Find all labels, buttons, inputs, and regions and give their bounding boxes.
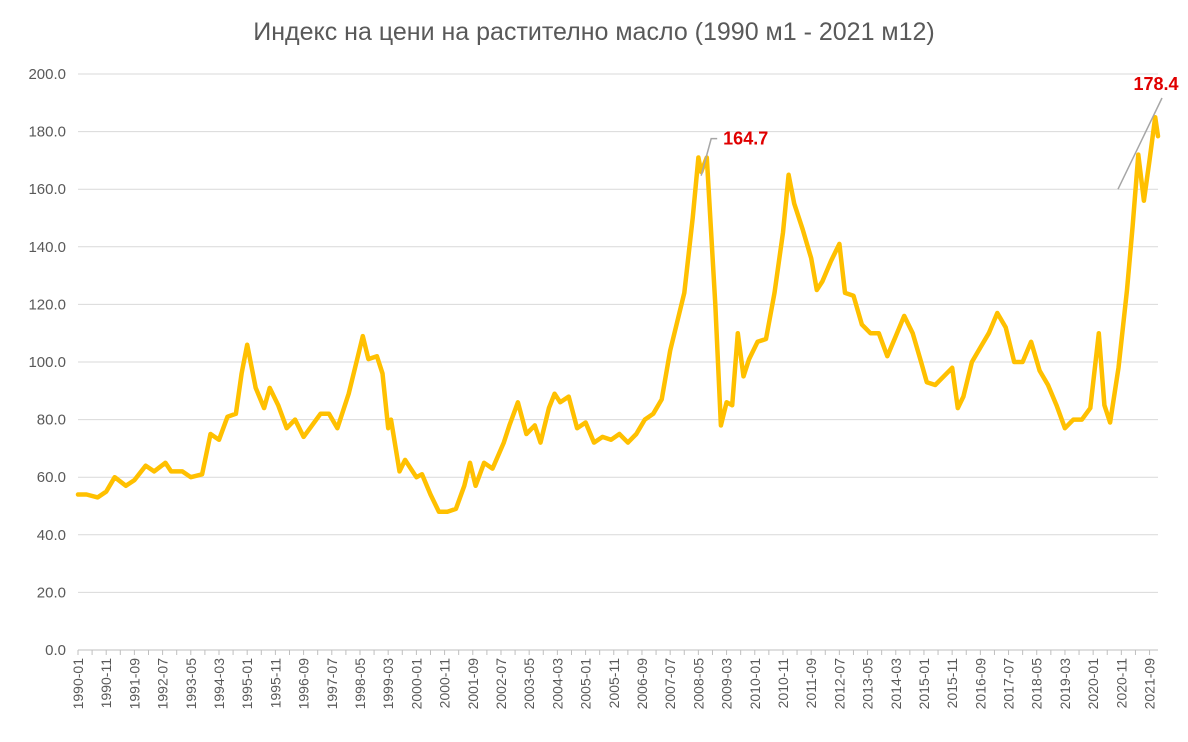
x-tick-label: 1993-05 bbox=[183, 658, 199, 710]
x-tick-label: 2015-11 bbox=[944, 658, 960, 709]
x-tick-label: 1995-01 bbox=[239, 658, 255, 710]
x-tick-label: 2018-05 bbox=[1029, 658, 1045, 710]
chart-title: Индекс на цени на растително масло (1990… bbox=[253, 18, 935, 46]
x-tick-label: 1997-07 bbox=[324, 658, 340, 710]
x-tick-label: 2020-11 bbox=[1113, 658, 1129, 709]
x-tick-label: 2004-03 bbox=[549, 658, 565, 710]
y-tick-label: 120.0 bbox=[28, 296, 66, 313]
series-line bbox=[75, 114, 1161, 515]
x-tick-label: 2005-11 bbox=[606, 658, 622, 709]
x-tick-label: 2003-05 bbox=[521, 658, 537, 710]
x-tick-label: 2008-05 bbox=[690, 658, 706, 710]
callout-leader bbox=[700, 137, 718, 176]
y-tick-label: 80.0 bbox=[37, 412, 66, 429]
x-tick-label: 1990-11 bbox=[98, 658, 114, 709]
x-tick-label: 2012-07 bbox=[831, 658, 847, 710]
x-tick-label: 2011-09 bbox=[803, 658, 819, 709]
x-tick-label: 2019-03 bbox=[1057, 658, 1073, 710]
x-tick-label: 2001-09 bbox=[465, 658, 481, 710]
y-tick-label: 40.0 bbox=[37, 527, 66, 544]
x-tick-label: 2016-09 bbox=[972, 658, 988, 710]
x-tick-label: 2007-07 bbox=[662, 658, 678, 710]
x-tick-label: 2020-01 bbox=[1085, 658, 1101, 710]
x-tick-label: 2010-01 bbox=[747, 658, 763, 710]
x-tick-label: 2014-03 bbox=[888, 658, 904, 710]
x-tick-label: 1991-09 bbox=[126, 658, 142, 710]
x-tick-label: 2015-01 bbox=[916, 658, 932, 710]
y-tick-label: 200.0 bbox=[28, 66, 66, 83]
x-tick-label: 2005-01 bbox=[578, 658, 594, 710]
x-tick-label: 1998-05 bbox=[352, 658, 368, 710]
x-tick-label: 2002-07 bbox=[493, 658, 509, 710]
x-tick-label: 1999-03 bbox=[380, 658, 396, 710]
x-tick-label: 2006-09 bbox=[634, 658, 650, 710]
x-tick-label: 2000-11 bbox=[437, 658, 453, 709]
x-tick-label: 2013-05 bbox=[860, 658, 876, 710]
x-tick-label: 1994-03 bbox=[211, 658, 227, 710]
x-tick-label: 2021-09 bbox=[1142, 658, 1158, 710]
x-tick-label: 2000-01 bbox=[408, 658, 424, 710]
callout-label: 178.4 bbox=[1133, 74, 1178, 94]
y-tick-label: 160.0 bbox=[28, 181, 66, 198]
x-tick-label: 1990-01 bbox=[70, 658, 86, 710]
y-tick-label: 60.0 bbox=[37, 469, 66, 486]
x-tick-label: 1992-07 bbox=[155, 658, 171, 710]
x-tick-label: 2009-03 bbox=[719, 658, 735, 710]
x-tick-label: 2010-11 bbox=[775, 658, 791, 709]
y-tick-label: 100.0 bbox=[28, 354, 66, 371]
callout-leader bbox=[1117, 97, 1163, 190]
y-tick-label: 140.0 bbox=[28, 239, 66, 256]
x-tick-label: 1996-09 bbox=[296, 658, 312, 710]
y-tick-label: 20.0 bbox=[37, 584, 66, 601]
x-tick-label: 2017-07 bbox=[1001, 658, 1017, 710]
y-tick-label: 0.0 bbox=[45, 642, 66, 659]
x-tick-label: 1995-11 bbox=[267, 658, 283, 709]
callout-label: 164.7 bbox=[723, 129, 768, 149]
y-tick-label: 180.0 bbox=[28, 124, 66, 141]
